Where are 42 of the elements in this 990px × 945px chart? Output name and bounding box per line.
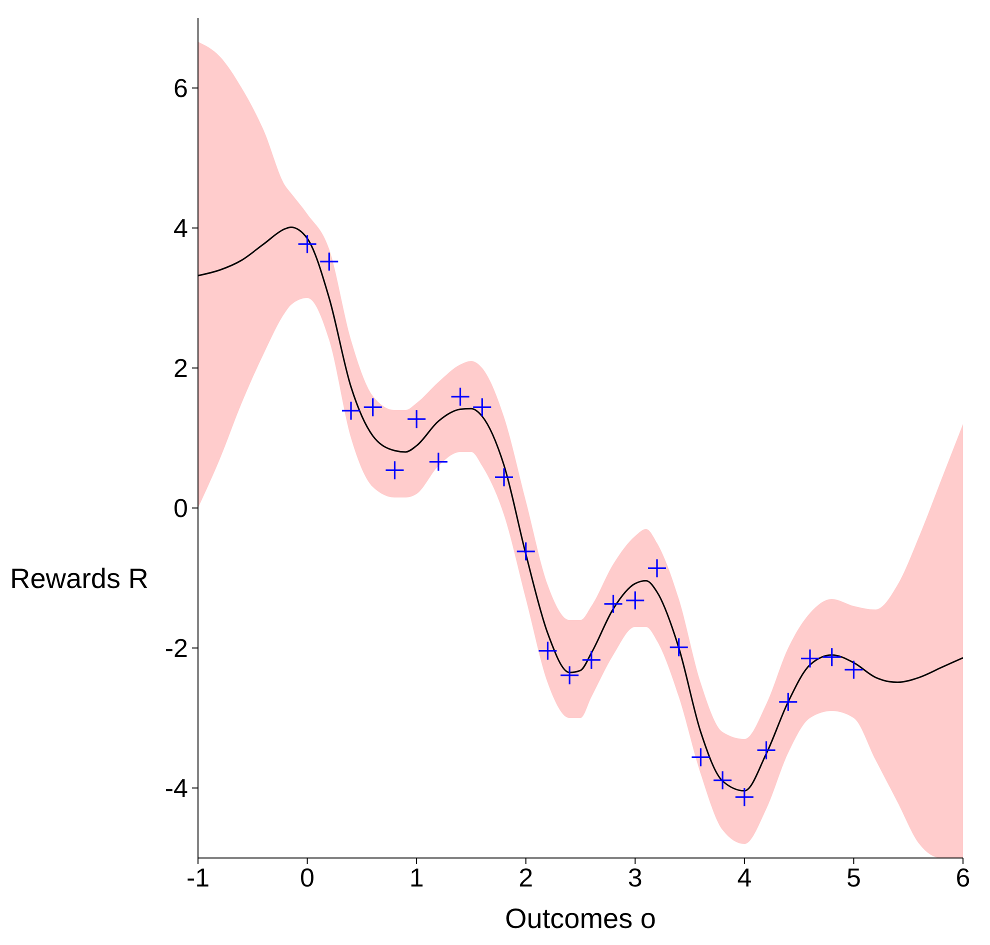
point bbox=[822, 647, 842, 667]
point bbox=[800, 648, 820, 668]
point bbox=[494, 467, 514, 487]
x-tick-label: 6 bbox=[956, 862, 970, 892]
point bbox=[560, 666, 580, 686]
point bbox=[712, 770, 732, 790]
point bbox=[603, 594, 624, 614]
x-tick-label: 1 bbox=[409, 862, 424, 892]
y-tick-label: 2 bbox=[174, 353, 188, 384]
y-tick-label: 0 bbox=[174, 493, 188, 524]
point bbox=[778, 692, 798, 712]
point bbox=[363, 397, 383, 417]
y-tick-label: 6 bbox=[174, 73, 188, 104]
x-tick-label: 0 bbox=[300, 862, 315, 892]
point bbox=[516, 542, 536, 562]
x-tick-label: -1 bbox=[186, 862, 210, 892]
point bbox=[756, 740, 776, 760]
point bbox=[297, 234, 318, 254]
point bbox=[625, 590, 645, 610]
point bbox=[428, 452, 448, 472]
point bbox=[450, 386, 470, 406]
y-axis-title: Rewards R bbox=[10, 563, 148, 595]
x-tick-label: 5 bbox=[846, 862, 861, 892]
y-tick-label: 4 bbox=[174, 213, 188, 244]
x-axis-title: Outcomes o bbox=[505, 903, 656, 934]
y-tick-label: -4 bbox=[164, 773, 188, 804]
point bbox=[690, 747, 711, 767]
y-tick-label: -2 bbox=[164, 633, 188, 664]
x-tick-label: 2 bbox=[518, 862, 534, 892]
x-tick-label: 3 bbox=[628, 862, 642, 892]
point bbox=[647, 558, 667, 578]
point bbox=[538, 641, 558, 661]
point bbox=[734, 787, 754, 807]
point bbox=[844, 660, 864, 680]
point bbox=[341, 400, 361, 420]
point bbox=[319, 252, 339, 272]
point bbox=[472, 397, 492, 417]
point bbox=[406, 409, 426, 429]
point bbox=[669, 638, 689, 658]
x-tick-label: 4 bbox=[737, 862, 752, 892]
point bbox=[384, 460, 405, 480]
point bbox=[582, 650, 602, 670]
